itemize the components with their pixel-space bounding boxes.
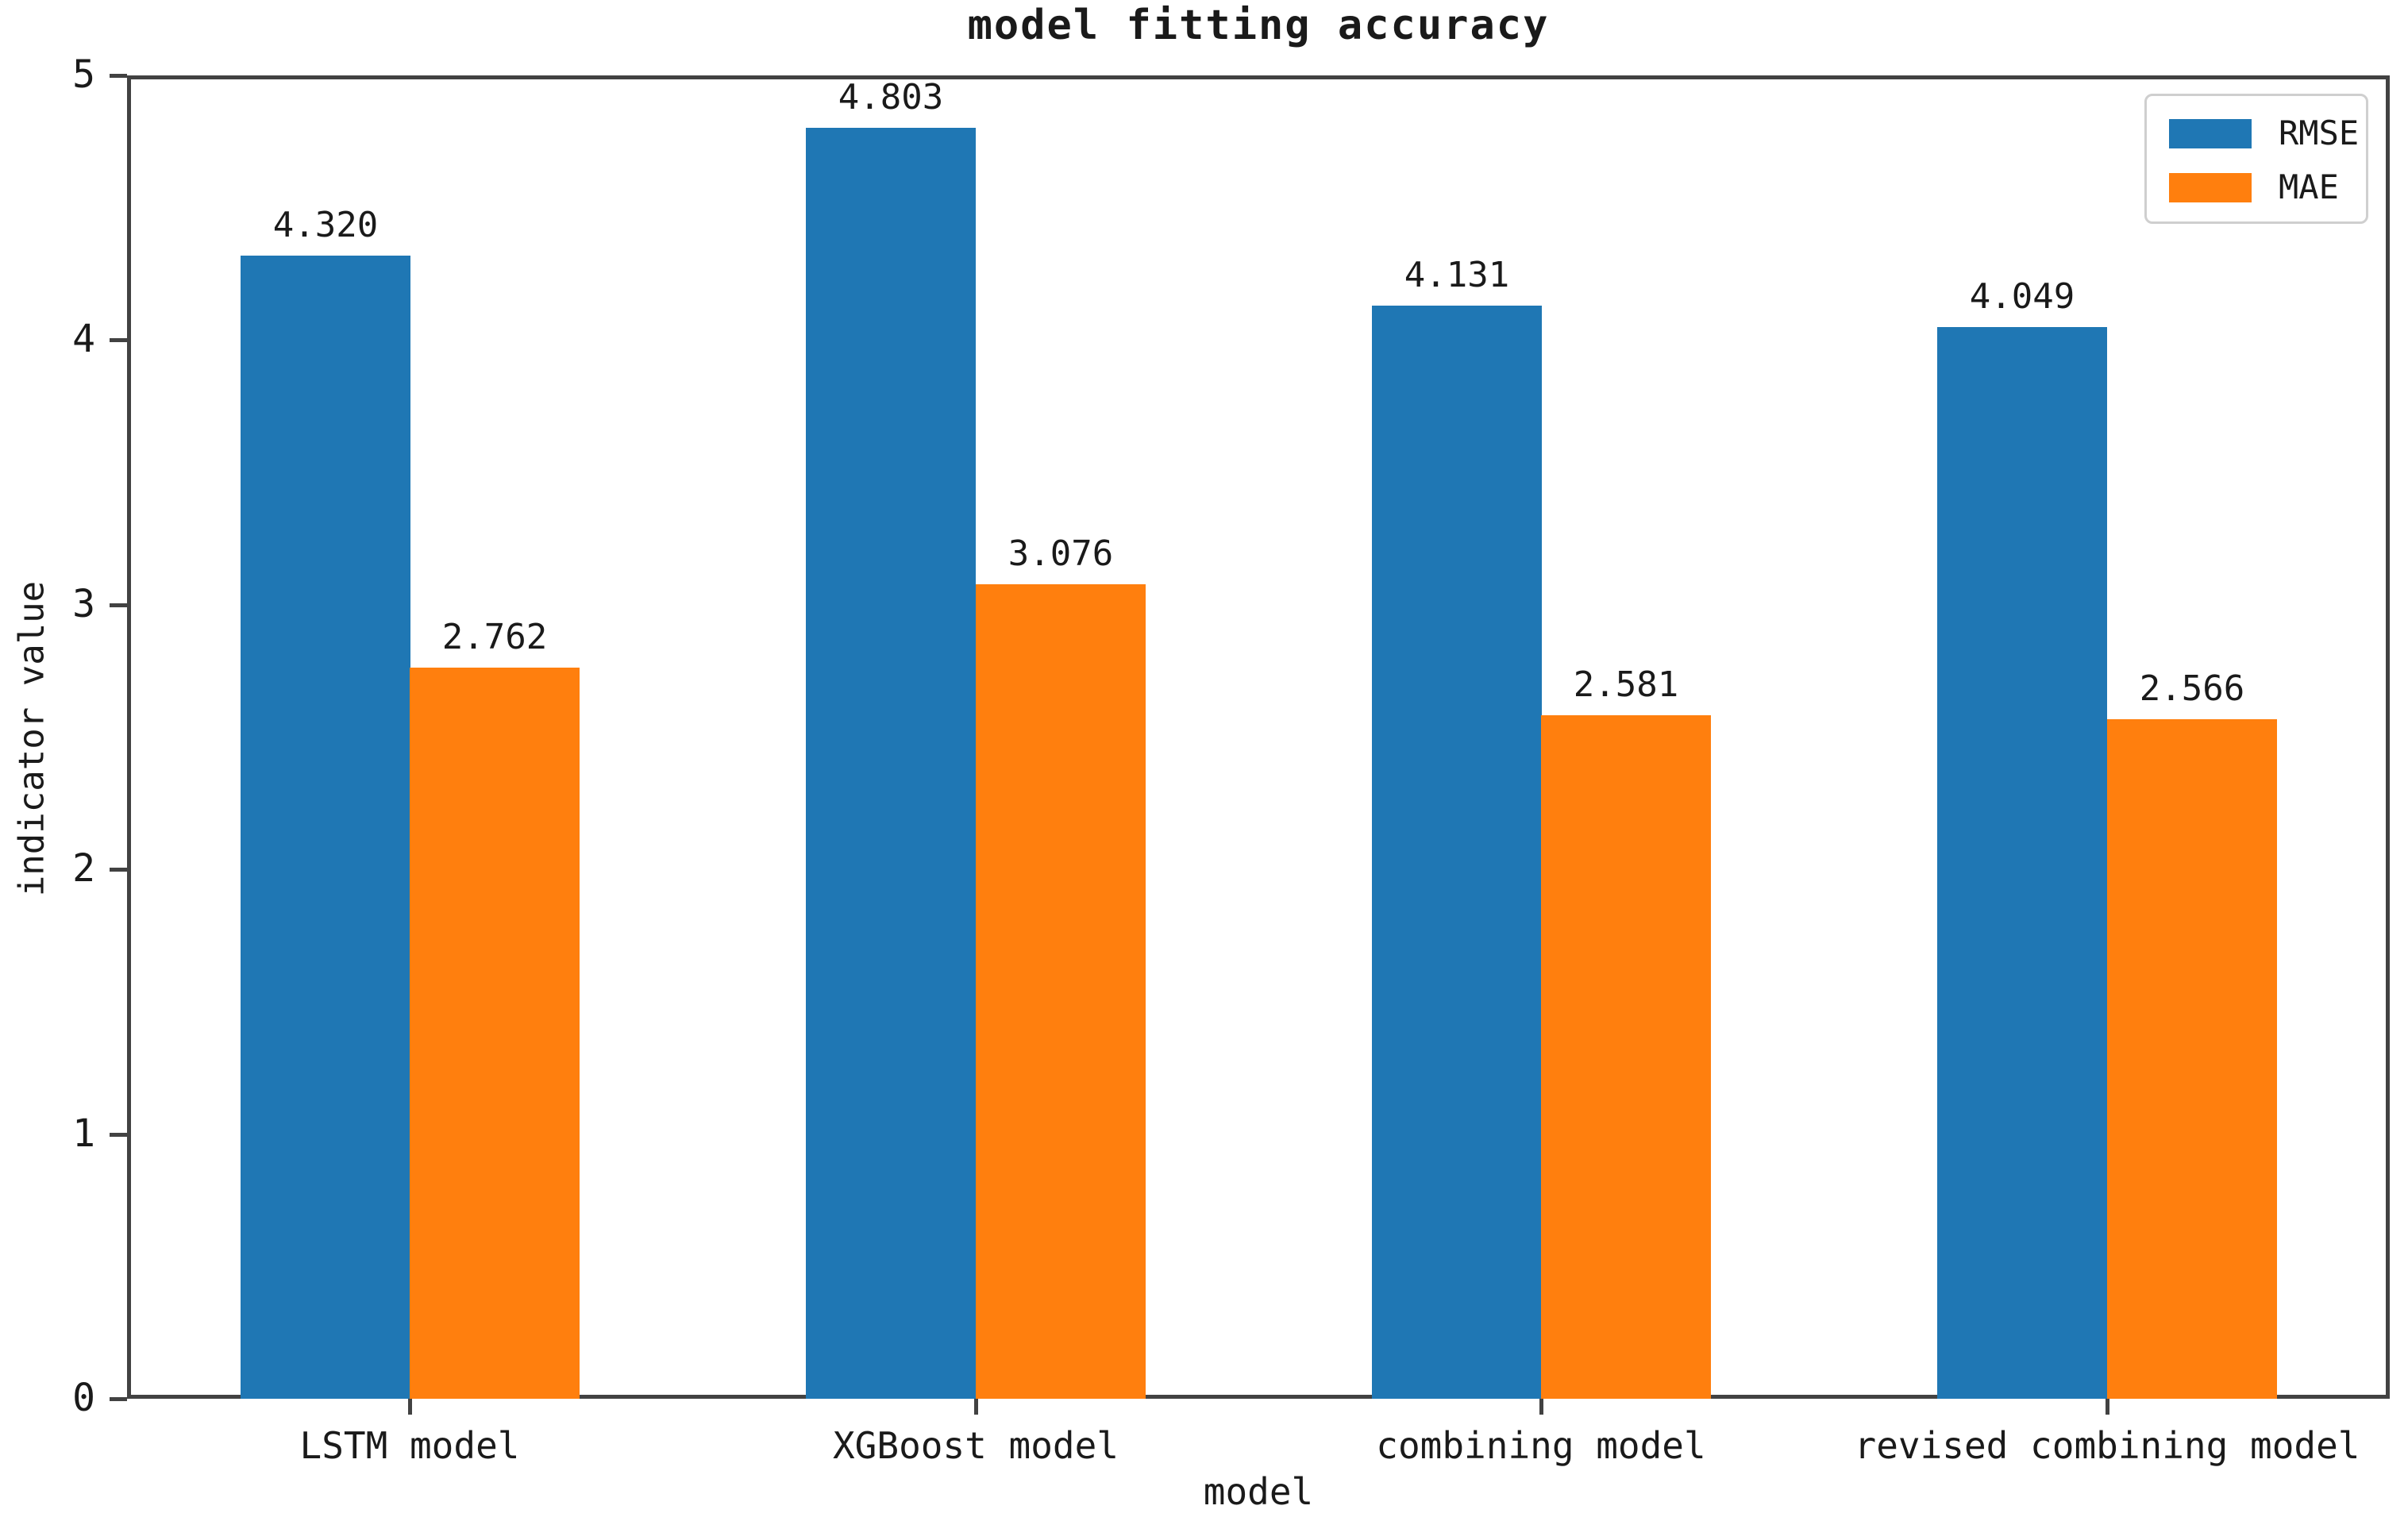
y-tick-label-5: 5 <box>72 52 95 97</box>
x-tick-label-3: combining model <box>1376 1424 1706 1467</box>
x-axis-title: model <box>1203 1470 1314 1513</box>
x-tick-mark-3 <box>1539 1399 1543 1415</box>
bar-value-label-mae-2: 3.076 <box>1008 533 1114 574</box>
bar-mae-3 <box>1541 715 1711 1399</box>
legend-item-mae: MAE <box>2169 171 2347 204</box>
legend: RMSE MAE <box>2144 94 2368 224</box>
x-tick-label-2: XGBoost model <box>832 1424 1119 1467</box>
bar-value-label-rmse-3: 4.131 <box>1404 255 1510 295</box>
rmse-swatch-icon <box>2169 118 2252 148</box>
y-tick-mark-1 <box>110 1133 127 1137</box>
bar-mae-1 <box>410 668 580 1399</box>
x-tick-mark-1 <box>408 1399 412 1415</box>
bar-value-label-rmse-4: 4.049 <box>1969 276 2075 317</box>
y-tick-mark-4 <box>110 338 127 342</box>
x-tick-label-1: LSTM model <box>299 1424 520 1467</box>
bar-value-label-mae-4: 2.566 <box>2139 668 2245 709</box>
bar-rmse-3 <box>1372 306 1542 1399</box>
legend-label-rmse: RMSE <box>2279 114 2360 152</box>
legend-label-mae: MAE <box>2279 168 2339 206</box>
bar-rmse-2 <box>806 128 976 1399</box>
y-tick-mark-3 <box>110 603 127 607</box>
bar-value-label-mae-3: 2.581 <box>1573 664 1679 705</box>
y-tick-label-3: 3 <box>72 582 95 626</box>
y-tick-label-4: 4 <box>72 317 95 361</box>
x-tick-mark-2 <box>974 1399 978 1415</box>
bar-value-label-mae-1: 2.762 <box>441 617 548 657</box>
bar-rmse-1 <box>241 256 410 1399</box>
y-tick-mark-5 <box>110 74 127 78</box>
y-tick-label-1: 1 <box>72 1111 95 1156</box>
x-tick-mark-4 <box>2106 1399 2109 1415</box>
mae-swatch-icon <box>2169 172 2252 202</box>
y-tick-label-2: 2 <box>72 846 95 891</box>
legend-item-rmse: RMSE <box>2169 117 2359 150</box>
bar-mae-4 <box>2107 719 2277 1399</box>
bar-rmse-4 <box>1937 327 2107 1399</box>
y-tick-label-0: 0 <box>72 1376 95 1420</box>
bar-value-label-rmse-2: 4.803 <box>838 77 944 117</box>
y-axis-title: indicator value <box>11 580 52 897</box>
x-tick-label-4: revised combining model <box>1854 1424 2360 1467</box>
y-tick-mark-2 <box>110 868 127 872</box>
chart-title: model fitting accuracy <box>967 2 1550 49</box>
y-tick-mark-0 <box>110 1397 127 1401</box>
bar-value-label-rmse-1: 4.320 <box>272 205 379 245</box>
bar-mae-2 <box>976 584 1146 1399</box>
